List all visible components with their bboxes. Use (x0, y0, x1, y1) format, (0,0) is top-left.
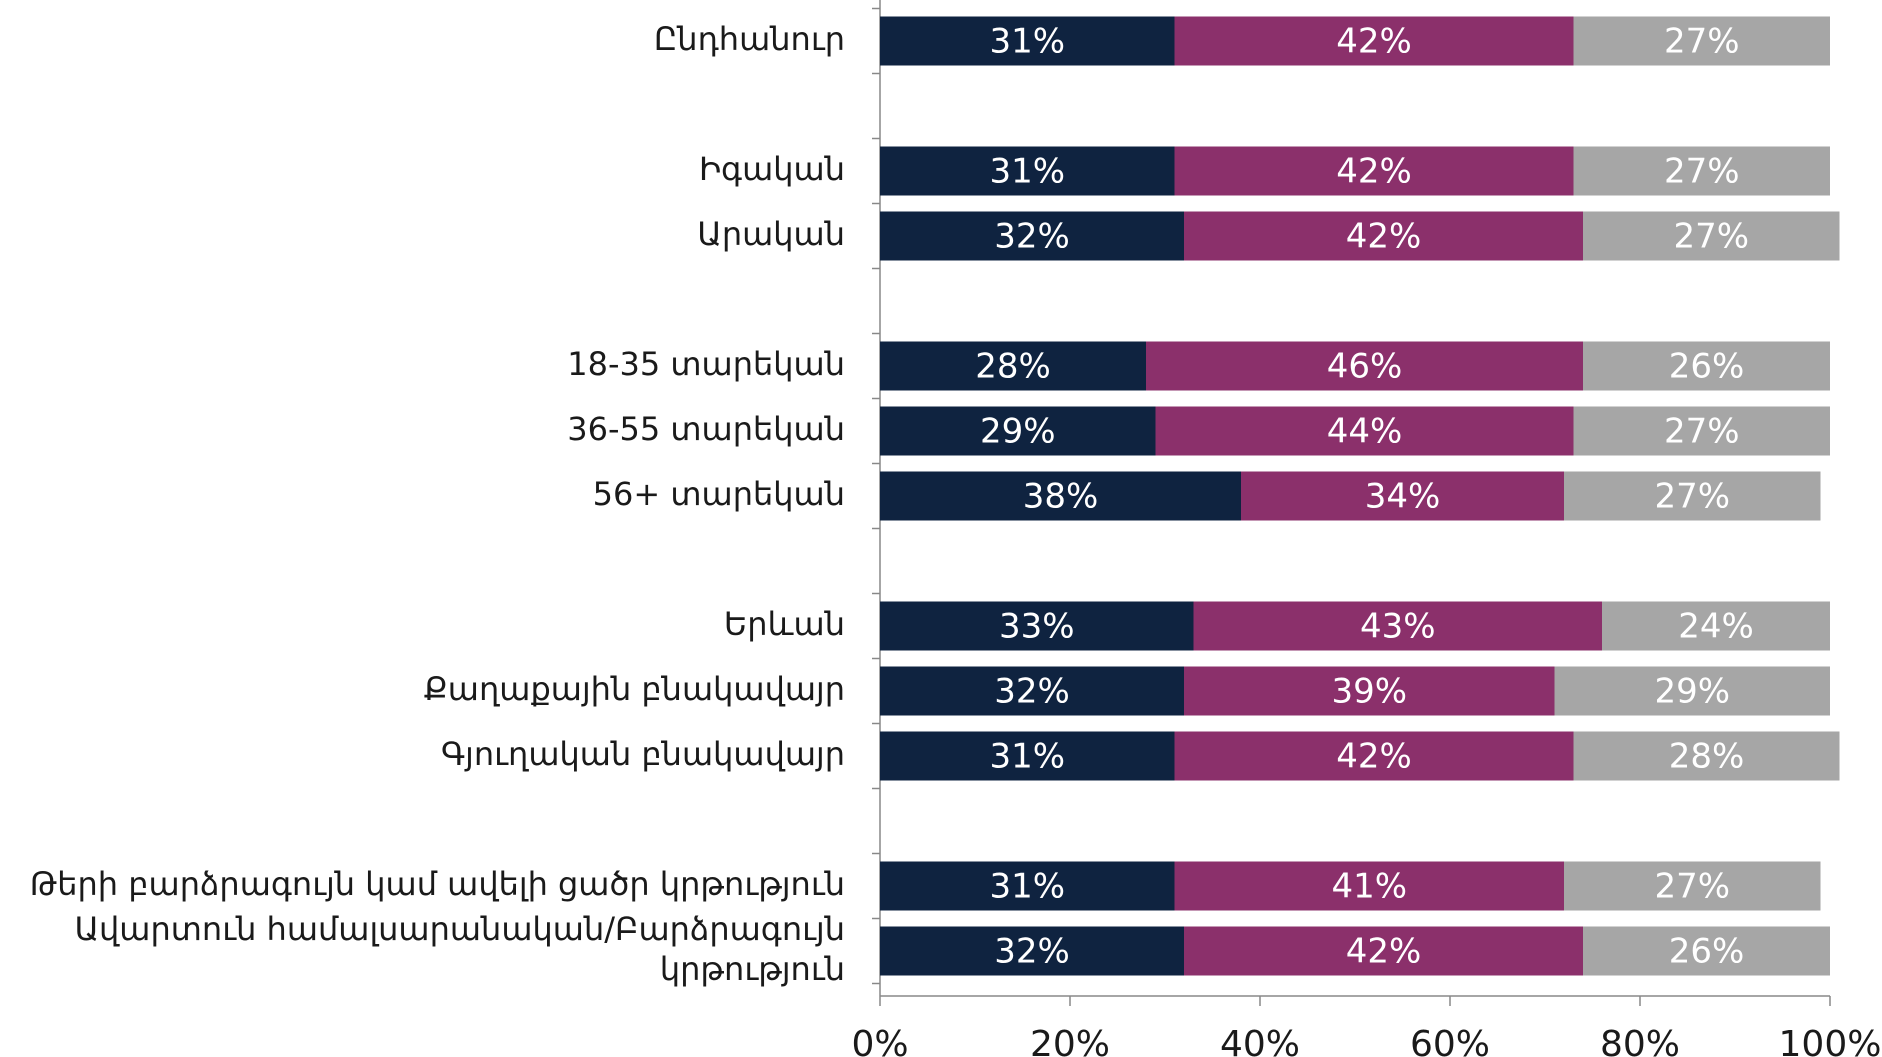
bar-segment (1564, 471, 1821, 521)
value-label: 44% (1327, 412, 1403, 452)
bar-segment (1564, 861, 1821, 911)
bar-segment (1573, 16, 1830, 66)
value-label: 28% (1669, 737, 1745, 777)
bar-segment (1583, 926, 1830, 976)
category-label: Երևան (724, 605, 845, 643)
x-tick-label: 60% (1410, 1024, 1490, 1057)
value-label: 42% (1336, 737, 1412, 777)
value-label: 27% (1654, 477, 1730, 517)
bar-segment (1573, 406, 1830, 456)
x-tick-label: 80% (1600, 1024, 1680, 1057)
value-label: 42% (1336, 22, 1412, 62)
bar-segment (880, 926, 1184, 976)
bar-segment (1174, 146, 1574, 196)
category-label: Ընդհանուր (654, 20, 845, 58)
value-label: 27% (1664, 22, 1740, 62)
category-label: Արական (697, 215, 845, 253)
value-label: 27% (1664, 412, 1740, 452)
value-label: 31% (989, 867, 1065, 907)
value-label: 32% (994, 932, 1070, 972)
value-label: 32% (994, 217, 1070, 257)
x-tick-label: 40% (1220, 1024, 1300, 1057)
value-label: 43% (1360, 607, 1436, 647)
bar-segment (1583, 341, 1830, 391)
bar-segment (1174, 16, 1574, 66)
category-label: Քաղաքային բնակավայր (424, 670, 845, 708)
bar-segment (880, 601, 1194, 651)
bar-segment (1573, 146, 1830, 196)
value-label: 42% (1346, 932, 1422, 972)
value-label: 39% (1331, 672, 1407, 712)
category-label: Թերի բարձրագույն կամ ավելի ցածր կրթությո… (30, 865, 845, 903)
bar-segment (880, 146, 1175, 196)
value-label: 29% (980, 412, 1056, 452)
bar-segment (880, 406, 1156, 456)
value-label: 27% (1654, 867, 1730, 907)
value-label: 26% (1669, 932, 1745, 972)
value-label: 32% (994, 672, 1070, 712)
x-tick-label: 20% (1030, 1024, 1110, 1057)
value-label: 28% (975, 347, 1051, 387)
value-label: 38% (1023, 477, 1099, 517)
category-label: Ավարտուն համալսարանական/Բարձրագույն կրթու… (75, 910, 846, 988)
value-label: 33% (999, 607, 1075, 647)
category-label: Իգական (699, 150, 845, 188)
bar-segment (1184, 666, 1555, 716)
value-label: 29% (1654, 672, 1730, 712)
bar-segment (1602, 601, 1830, 651)
bar-segment (1554, 666, 1830, 716)
category-label: 36-55 տարեկան (567, 410, 845, 448)
bar-segment (880, 16, 1175, 66)
category-label: 56+ տարեկան (593, 475, 845, 513)
value-label: 27% (1664, 152, 1740, 192)
bar-segment (1193, 601, 1602, 651)
value-label: 41% (1331, 867, 1407, 907)
bar-segment (880, 471, 1241, 521)
value-label: 27% (1673, 217, 1749, 257)
value-label: 42% (1346, 217, 1422, 257)
bar-segment (1174, 861, 1564, 911)
bar-segment (1184, 211, 1583, 261)
bar-segment (880, 341, 1146, 391)
value-label: 24% (1678, 607, 1754, 647)
value-label: 31% (989, 22, 1065, 62)
value-label: 26% (1669, 347, 1745, 387)
value-label: 42% (1336, 152, 1412, 192)
category-label: Գյուղական բնակավայր (441, 735, 845, 773)
category-label: 18-35 տարեկան (567, 345, 845, 383)
bar-segment (1573, 731, 1840, 781)
value-label: 34% (1365, 477, 1441, 517)
bar-segment (1241, 471, 1564, 521)
bar-segment (880, 861, 1175, 911)
bar-segment (1583, 211, 1840, 261)
bar-segment (1184, 926, 1583, 976)
bar-segment (880, 731, 1175, 781)
bar-segment (880, 666, 1184, 716)
value-label: 31% (989, 152, 1065, 192)
value-label: 31% (989, 737, 1065, 777)
x-tick-label: 0% (851, 1024, 908, 1057)
bar-segment (1146, 341, 1583, 391)
bar-segment (1174, 731, 1574, 781)
bar-segment (880, 211, 1184, 261)
value-label: 46% (1327, 347, 1403, 387)
bar-segment (1155, 406, 1574, 456)
x-tick-label: 100% (1779, 1024, 1882, 1057)
